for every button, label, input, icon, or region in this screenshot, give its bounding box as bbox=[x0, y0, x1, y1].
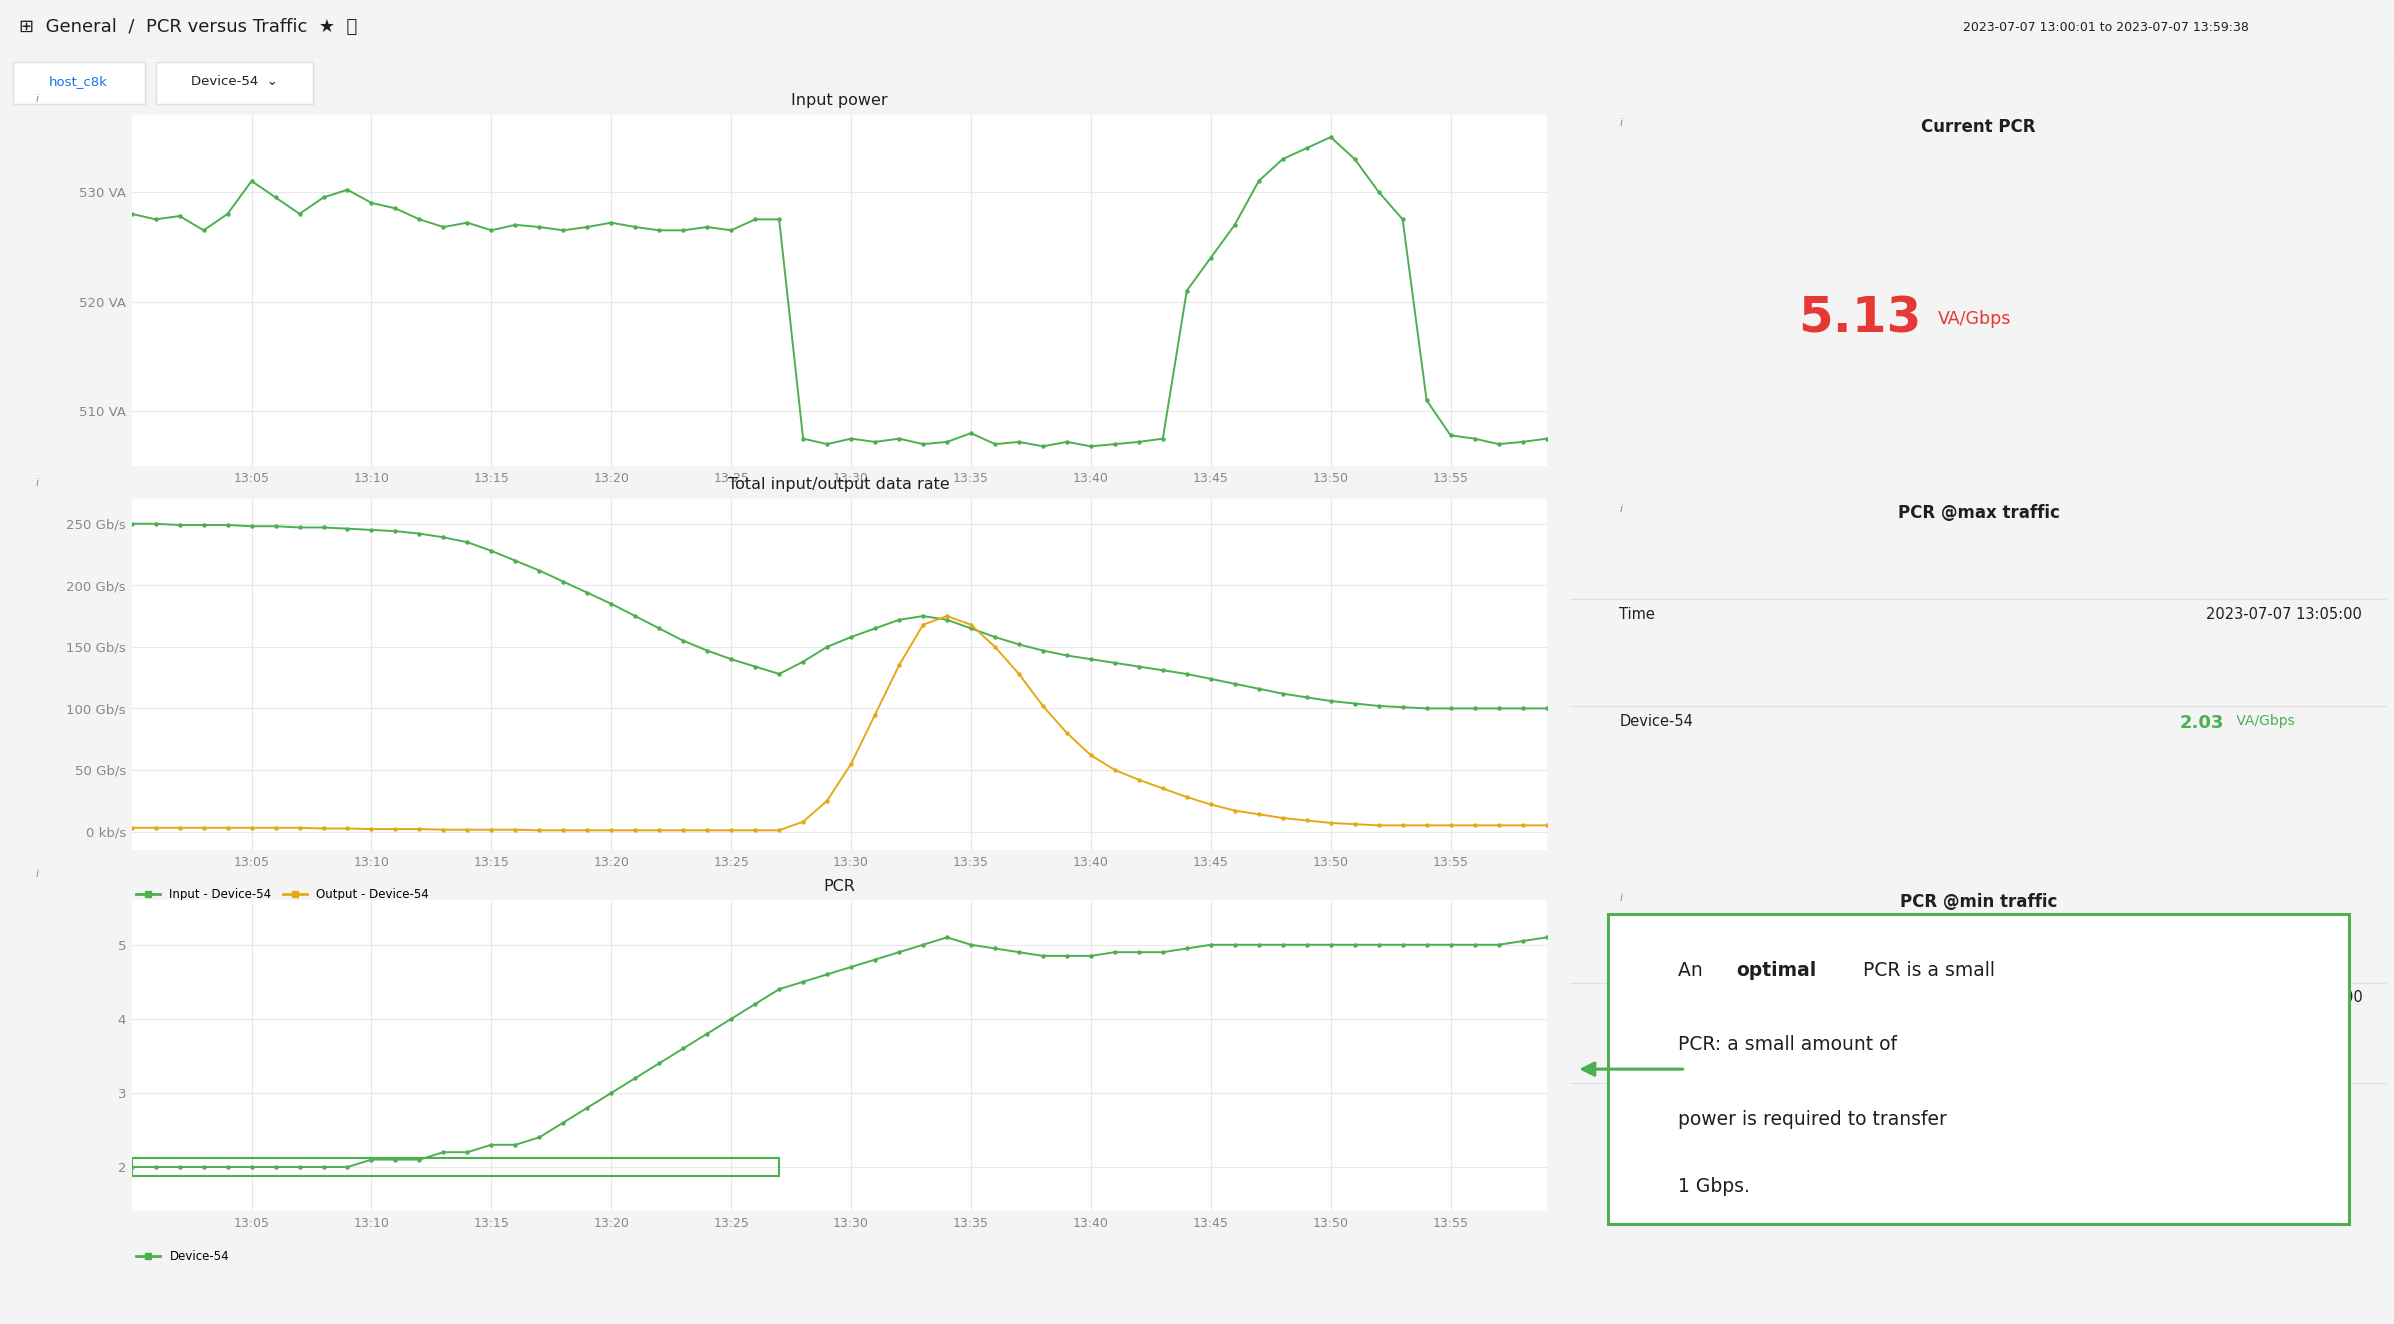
Text: optimal: optimal bbox=[1736, 961, 1817, 980]
Text: An: An bbox=[1678, 961, 1709, 980]
FancyBboxPatch shape bbox=[12, 62, 146, 105]
Text: i: i bbox=[36, 94, 38, 105]
Text: host_c8k: host_c8k bbox=[48, 75, 108, 89]
Legend: Device-54: Device-54 bbox=[132, 498, 235, 520]
Text: Time: Time bbox=[1618, 606, 1654, 622]
Title: Input power: Input power bbox=[790, 94, 888, 109]
Text: PCR @max traffic: PCR @max traffic bbox=[1898, 504, 2059, 522]
Text: power is required to transfer: power is required to transfer bbox=[1678, 1110, 1946, 1128]
Text: i: i bbox=[36, 478, 38, 489]
Text: 2.03: 2.03 bbox=[2179, 714, 2224, 732]
Text: 1 Gbps.: 1 Gbps. bbox=[1678, 1177, 1750, 1196]
Text: VA/Gbps: VA/Gbps bbox=[2231, 714, 2293, 728]
Legend: Input - Device-54, Output - Device-54: Input - Device-54, Output - Device-54 bbox=[132, 883, 433, 906]
Text: Device-54: Device-54 bbox=[1618, 714, 1693, 728]
Text: i: i bbox=[1618, 118, 1623, 127]
Legend: Device-54: Device-54 bbox=[132, 1245, 235, 1267]
Text: Time: Time bbox=[1618, 990, 1654, 1005]
Text: i: i bbox=[36, 869, 38, 879]
Title: PCR: PCR bbox=[824, 879, 855, 894]
Bar bbox=[132, 1158, 778, 1176]
Text: ⊞  General  /  PCR versus Traffic  ★  ⧉: ⊞ General / PCR versus Traffic ★ ⧉ bbox=[19, 19, 357, 36]
Text: 10.2: 10.2 bbox=[2179, 1091, 2224, 1108]
Text: 5.13: 5.13 bbox=[1798, 295, 1922, 343]
Text: Current PCR: Current PCR bbox=[1922, 118, 2035, 135]
Text: 2023-07-07 13:05:00: 2023-07-07 13:05:00 bbox=[2207, 606, 2363, 622]
Text: PCR: a small amount of: PCR: a small amount of bbox=[1678, 1035, 1896, 1054]
Text: Device-54  ⌄: Device-54 ⌄ bbox=[192, 75, 278, 89]
Text: Device-54: Device-54 bbox=[1618, 1091, 1693, 1106]
FancyBboxPatch shape bbox=[1609, 914, 2349, 1225]
Text: i: i bbox=[1618, 892, 1623, 903]
Text: i: i bbox=[1618, 504, 1623, 514]
Text: 2023-07-07 13:00:01 to 2023-07-07 13:59:38: 2023-07-07 13:00:01 to 2023-07-07 13:59:… bbox=[1963, 21, 2248, 34]
Text: PCR is a small: PCR is a small bbox=[1858, 961, 1994, 980]
Text: VA/Gbps: VA/Gbps bbox=[2231, 1091, 2293, 1104]
Text: PCR @min traffic: PCR @min traffic bbox=[1901, 892, 2056, 911]
Text: 2023-07-07 13:59:00: 2023-07-07 13:59:00 bbox=[2207, 990, 2363, 1005]
FancyBboxPatch shape bbox=[156, 62, 314, 105]
Title: Total input/output data rate: Total input/output data rate bbox=[728, 478, 950, 493]
Text: VA/Gbps: VA/Gbps bbox=[1937, 310, 2011, 328]
